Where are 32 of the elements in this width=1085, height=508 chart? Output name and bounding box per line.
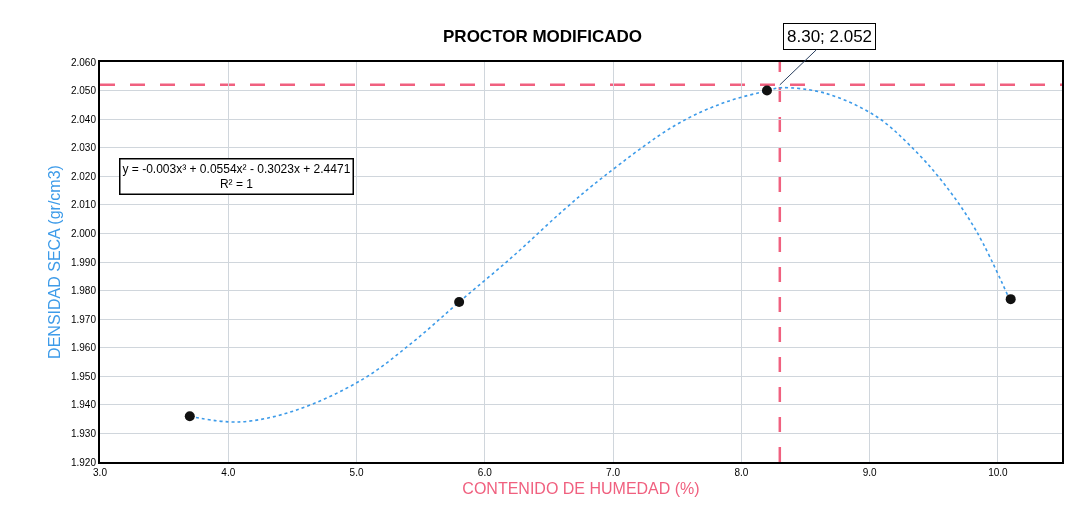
y-tick-label: 1.960	[70, 342, 97, 354]
x-tick-label: 5.0	[349, 467, 364, 478]
y-tick-label: 1.920	[70, 456, 97, 468]
y-tick-label: 2.020	[70, 170, 97, 182]
x-tick-label: 3.0	[93, 467, 108, 478]
y-tick-label: 2.040	[70, 113, 97, 125]
x-tick-label: 4.0	[221, 467, 236, 478]
y-tick-label: 1.950	[70, 370, 97, 382]
y-tick-label: 2.010	[70, 199, 97, 211]
y-tick-label: 1.980	[70, 285, 97, 297]
x-tick-label: 10.0	[988, 467, 1009, 478]
annotation: y = -0.003x³ + 0.0554x² - 0.3023x + 2.4471 R² = 1	[122, 161, 351, 192]
point	[454, 297, 465, 307]
y-tick-label: 2.060	[70, 56, 97, 68]
x-tick-label: 6.0	[477, 467, 493, 478]
annotation: 8.30; 2.052	[787, 27, 873, 46]
y-tick-label: 1.930	[70, 427, 97, 439]
y-axis-title: DENSIDAD SECA (gr/cm3)	[46, 165, 64, 359]
x-tick-label: 8.0	[734, 467, 749, 478]
y-tick-label: 1.990	[70, 256, 97, 268]
x-axis-title: CONTENIDO DE HUMEDAD (%)	[462, 480, 700, 498]
point	[1005, 294, 1016, 305]
y-tick-label: 1.970	[70, 313, 97, 325]
y-tick-label: 2.050	[70, 85, 97, 97]
x-tick-label: 9.0	[862, 467, 877, 478]
point	[184, 411, 195, 422]
y-tick-label: 2.030	[70, 142, 97, 154]
x-tick-label: 7.0	[606, 467, 621, 478]
chart-title: PROCTOR MODIFICADO	[443, 26, 642, 46]
y-tick-label: 2.000	[70, 227, 97, 239]
y-tick-label: 1.940	[70, 399, 97, 411]
point	[761, 85, 772, 96]
